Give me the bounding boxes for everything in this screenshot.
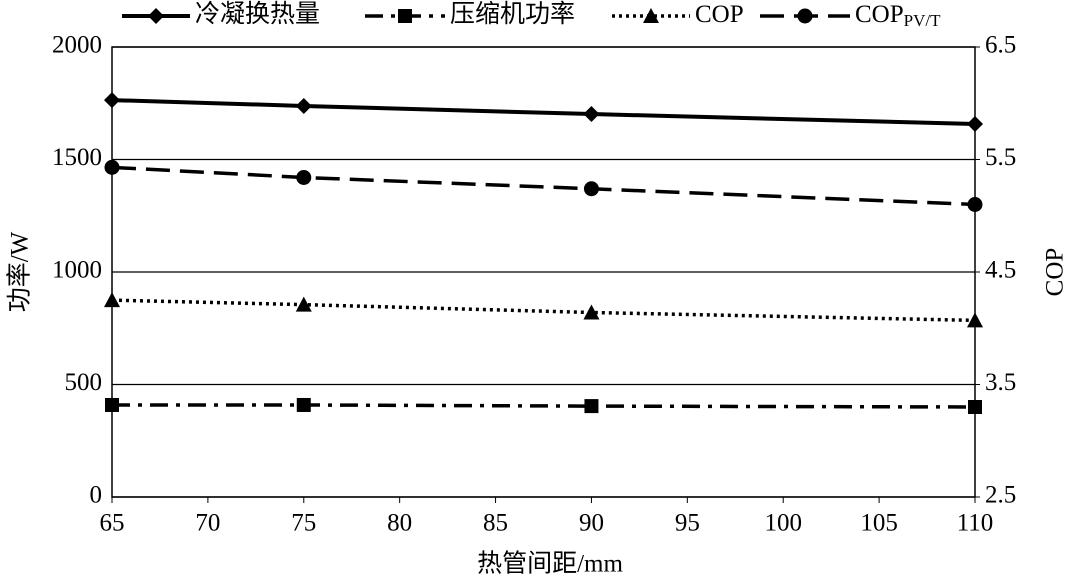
marker — [296, 170, 312, 185]
y2-axis-label: COP — [1042, 248, 1069, 297]
legend-label: 压缩机功率 — [450, 0, 575, 28]
legend-label: COPPV/T — [855, 1, 941, 30]
marker — [104, 159, 120, 175]
marker — [583, 304, 600, 320]
x-tick-label: 110 — [957, 510, 994, 537]
series-line — [111, 165, 976, 207]
x-tick-label: 65 — [100, 510, 125, 537]
marker — [296, 397, 311, 412]
series-line — [112, 403, 976, 409]
y2-tick-label: 4.5 — [985, 257, 1016, 284]
legend-name: COP — [695, 1, 744, 28]
x-tick-label: 80 — [387, 510, 412, 537]
series-line — [111, 298, 976, 323]
y-tick-label: 0 — [90, 482, 103, 509]
marker — [967, 115, 983, 132]
marker — [967, 312, 983, 328]
y-axis-label: 功率/W — [6, 231, 34, 312]
marker — [148, 8, 164, 24]
legend-name: 冷凝换热量 — [195, 0, 320, 28]
marker — [584, 399, 599, 414]
legend-name: 压缩机功率 — [450, 0, 575, 28]
marker — [967, 197, 983, 212]
x-tick-label: 90 — [579, 510, 604, 537]
y2-tick-label: 5.5 — [985, 144, 1016, 171]
marker — [398, 9, 412, 23]
y-tick-label: 1000 — [52, 257, 102, 284]
x-tick-label: 105 — [860, 510, 898, 537]
x-tick-label: 75 — [291, 510, 316, 537]
marker — [104, 292, 120, 308]
marker — [797, 8, 813, 24]
x-tick-label: 70 — [195, 510, 220, 537]
marker — [104, 92, 120, 109]
y-tick-label: 2000 — [52, 32, 102, 59]
marker — [295, 97, 312, 114]
legend-name: COP — [855, 1, 904, 28]
x-tick-label: 95 — [675, 510, 700, 537]
marker — [583, 181, 599, 197]
marker — [583, 106, 600, 123]
y-tick-label: 500 — [65, 369, 103, 396]
y-tick-label: 1500 — [52, 144, 102, 171]
legend-label: 冷凝换热量 — [195, 0, 320, 28]
series-line — [111, 98, 976, 126]
marker — [968, 400, 982, 414]
marker — [105, 397, 119, 412]
x-axis-label: 热管间距/mm — [477, 550, 623, 578]
y2-tick-label: 6.5 — [985, 32, 1016, 59]
x-tick-label: 100 — [764, 510, 802, 537]
x-tick-label: 85 — [483, 510, 508, 537]
legend-subscript: PV/T — [904, 11, 941, 30]
marker — [295, 296, 312, 312]
legend-label: COP — [695, 1, 744, 28]
y2-tick-label: 2.5 — [985, 482, 1016, 509]
y2-tick-label: 3.5 — [985, 369, 1016, 396]
marker — [643, 8, 659, 23]
